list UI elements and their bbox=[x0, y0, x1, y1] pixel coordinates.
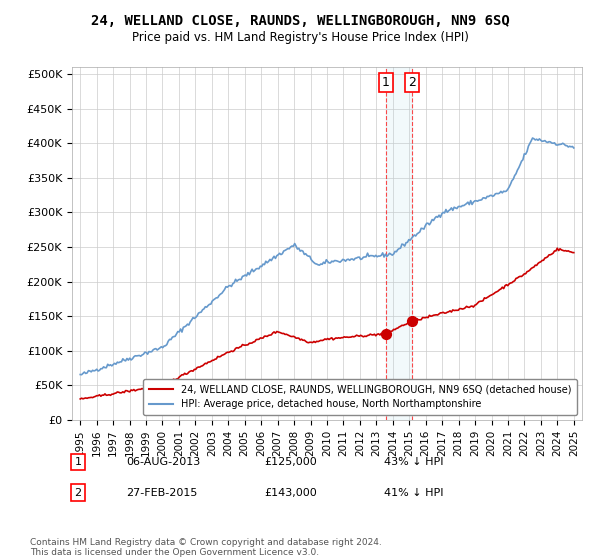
Text: £143,000: £143,000 bbox=[264, 488, 317, 498]
Point bbox=[407, 316, 416, 325]
Text: Price paid vs. HM Land Registry's House Price Index (HPI): Price paid vs. HM Land Registry's House … bbox=[131, 31, 469, 44]
Legend: 24, WELLAND CLOSE, RAUNDS, WELLINGBOROUGH, NN9 6SQ (detached house), HPI: Averag: 24, WELLAND CLOSE, RAUNDS, WELLINGBOROUG… bbox=[143, 379, 577, 415]
Text: 43% ↓ HPI: 43% ↓ HPI bbox=[384, 457, 443, 467]
Text: 24, WELLAND CLOSE, RAUNDS, WELLINGBOROUGH, NN9 6SQ: 24, WELLAND CLOSE, RAUNDS, WELLINGBOROUG… bbox=[91, 14, 509, 28]
Text: 1: 1 bbox=[382, 76, 390, 89]
Text: 27-FEB-2015: 27-FEB-2015 bbox=[126, 488, 197, 498]
Text: Contains HM Land Registry data © Crown copyright and database right 2024.
This d: Contains HM Land Registry data © Crown c… bbox=[30, 538, 382, 557]
Text: £125,000: £125,000 bbox=[264, 457, 317, 467]
Bar bbox=[386, 67, 412, 420]
Text: 2: 2 bbox=[74, 488, 82, 498]
Point bbox=[381, 329, 391, 338]
Text: 06-AUG-2013: 06-AUG-2013 bbox=[126, 457, 200, 467]
Text: 2: 2 bbox=[408, 76, 416, 89]
Text: 1: 1 bbox=[74, 457, 82, 467]
Text: 41% ↓ HPI: 41% ↓ HPI bbox=[384, 488, 443, 498]
